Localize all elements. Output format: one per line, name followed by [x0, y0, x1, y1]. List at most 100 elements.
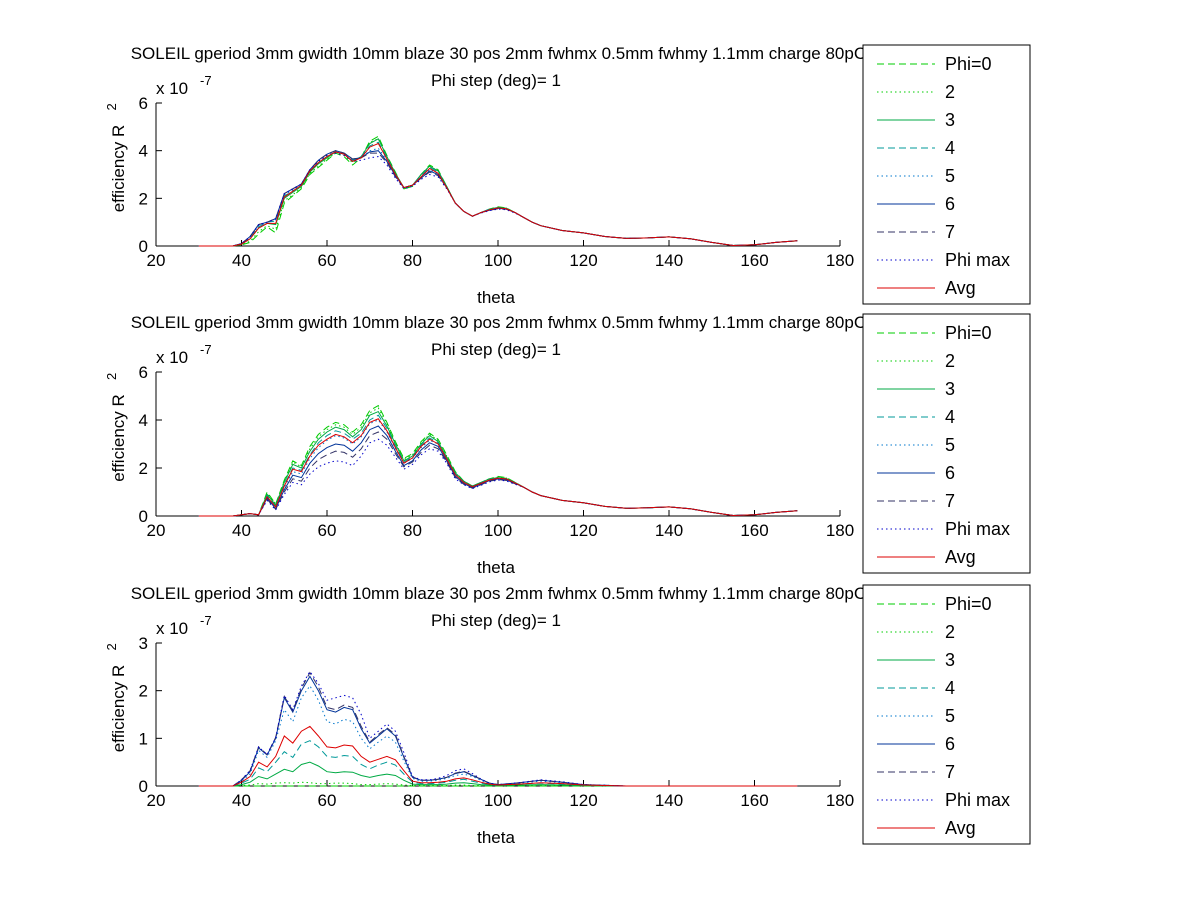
legend-entry: Avg — [945, 278, 976, 298]
y-axis-label-superscript: 2 — [104, 643, 119, 650]
series-line-8 — [198, 152, 798, 247]
legend-entry: 5 — [945, 706, 955, 726]
legend-entry: 3 — [945, 110, 955, 130]
series-line-5 — [198, 147, 798, 247]
y-tick-label: 1 — [139, 729, 148, 748]
subplot-3: 20 40 60 80 100 120 140 160 180 0 1 2 3 x 10 -7 SOLEIL … — [104, 584, 1031, 847]
y-tick-label: 0 — [139, 237, 148, 256]
legend-entry: 6 — [945, 734, 955, 754]
y-axis-label-superscript: 2 — [104, 103, 119, 110]
x-tick-label: 60 — [318, 251, 337, 270]
x-tick-label: 160 — [740, 521, 768, 540]
x-tick-label: 120 — [569, 791, 597, 810]
series-line-8 — [198, 670, 798, 787]
legend-box — [862, 313, 1031, 574]
x-tick-label: 100 — [484, 791, 512, 810]
y-multiplier: x 10 — [156, 79, 188, 98]
x-tick-label: 20 — [147, 791, 166, 810]
x-tick-label: 120 — [569, 251, 597, 270]
series-line-7 — [198, 150, 798, 247]
subplot-title: SOLEIL gperiod 3mm gwidth 10mm blaze 30 … — [131, 584, 950, 603]
x-tick-label: 180 — [826, 521, 854, 540]
series-line-6 — [198, 675, 798, 787]
x-axis-label: theta — [477, 558, 515, 577]
legend-entry: 5 — [945, 166, 955, 186]
series-line-3 — [198, 761, 798, 787]
legend-entry: 6 — [945, 194, 955, 214]
y-axis-label: efficiency R — [109, 394, 128, 482]
y-axis-label-group: efficiency R 2 — [104, 643, 128, 752]
legend-entry: Phi=0 — [945, 54, 992, 74]
series-line-1 — [198, 404, 798, 517]
series-line-9 — [198, 142, 798, 247]
x-tick-label: 60 — [318, 521, 337, 540]
legend-entry: 2 — [945, 351, 955, 371]
subplot-subtitle: Phi step (deg)= 1 — [431, 71, 561, 90]
series-line-5 — [198, 419, 798, 517]
subplot-2: 20 40 60 80 100 120 140 160 180 0 2 4 6 x 10 -7 SOLEIL … — [104, 313, 1031, 577]
legend-entry: Avg — [945, 818, 976, 838]
y-axis-label-group: efficiency R 2 — [104, 373, 128, 482]
x-tick-label: 20 — [147, 251, 166, 270]
series-line-5 — [198, 684, 798, 787]
series-line-9 — [198, 725, 798, 787]
legend-entry: 4 — [945, 138, 955, 158]
legend: Phi=0 2 3 4 5 6 7 Phi max Avg — [862, 584, 1031, 845]
series-line-3 — [198, 410, 798, 517]
y-axis-label: efficiency R — [109, 125, 128, 213]
x-tick-label: 180 — [826, 251, 854, 270]
series-line-4 — [198, 414, 798, 517]
y-tick-label: 0 — [139, 777, 148, 796]
y-tick-label: 2 — [139, 189, 148, 208]
y-tick-label: 4 — [139, 411, 148, 430]
x-tick-label: 100 — [484, 251, 512, 270]
x-tick-label: 80 — [403, 521, 422, 540]
x-tick-label: 60 — [318, 791, 337, 810]
legend-entry: 7 — [945, 491, 955, 511]
y-multiplier-exponent: -7 — [200, 342, 212, 357]
y-tick-label: 6 — [139, 94, 148, 113]
legend-entry: 3 — [945, 650, 955, 670]
y-multiplier: x 10 — [156, 619, 188, 638]
y-axis-label: efficiency R — [109, 665, 128, 753]
legend-entry: 2 — [945, 82, 955, 102]
y-multiplier: x 10 — [156, 348, 188, 367]
x-tick-label: 20 — [147, 521, 166, 540]
y-tick-label: 6 — [139, 363, 148, 382]
legend-box — [862, 584, 1031, 845]
x-tick-label: 180 — [826, 791, 854, 810]
legend-entry: 6 — [945, 463, 955, 483]
y-tick-label: 2 — [139, 459, 148, 478]
y-tick-label: 0 — [139, 507, 148, 526]
legend-entry: Phi max — [945, 250, 1010, 270]
legend-entry: 4 — [945, 407, 955, 427]
y-tick-label: 3 — [139, 634, 148, 653]
subplot-title: SOLEIL gperiod 3mm gwidth 10mm blaze 30 … — [131, 313, 950, 332]
series-line-7 — [198, 671, 798, 787]
x-tick-label: 140 — [655, 791, 683, 810]
series-line-6 — [198, 150, 798, 247]
x-tick-label: 160 — [740, 791, 768, 810]
legend-entry: 4 — [945, 678, 955, 698]
legend: Phi=0 2 3 4 5 6 7 Phi max Avg — [862, 44, 1031, 305]
y-axis-label-group: efficiency R 2 — [104, 103, 128, 212]
y-multiplier-exponent: -7 — [200, 613, 212, 628]
x-tick-label: 80 — [403, 791, 422, 810]
x-axis-label: theta — [477, 828, 515, 847]
x-tick-label: 140 — [655, 251, 683, 270]
legend-entry: Phi max — [945, 790, 1010, 810]
x-tick-label: 40 — [232, 251, 251, 270]
subplot-1: 20 40 60 80 100 120 140 160 180 0 2 4 6 x 10 -7 SOLEIL … — [104, 44, 1031, 307]
subplot-title: SOLEIL gperiod 3mm gwidth 10mm blaze 30 … — [131, 44, 950, 63]
y-tick-label: 2 — [139, 682, 148, 701]
y-axis-label-superscript: 2 — [104, 373, 119, 380]
x-axis-label: theta — [477, 288, 515, 307]
subplot-subtitle: Phi step (deg)= 1 — [431, 611, 561, 630]
legend-entry: 2 — [945, 622, 955, 642]
legend-entry: Phi=0 — [945, 594, 992, 614]
series-line-9 — [198, 418, 798, 517]
legend-entry: 7 — [945, 762, 955, 782]
x-tick-label: 140 — [655, 521, 683, 540]
legend-entry: Avg — [945, 547, 976, 567]
